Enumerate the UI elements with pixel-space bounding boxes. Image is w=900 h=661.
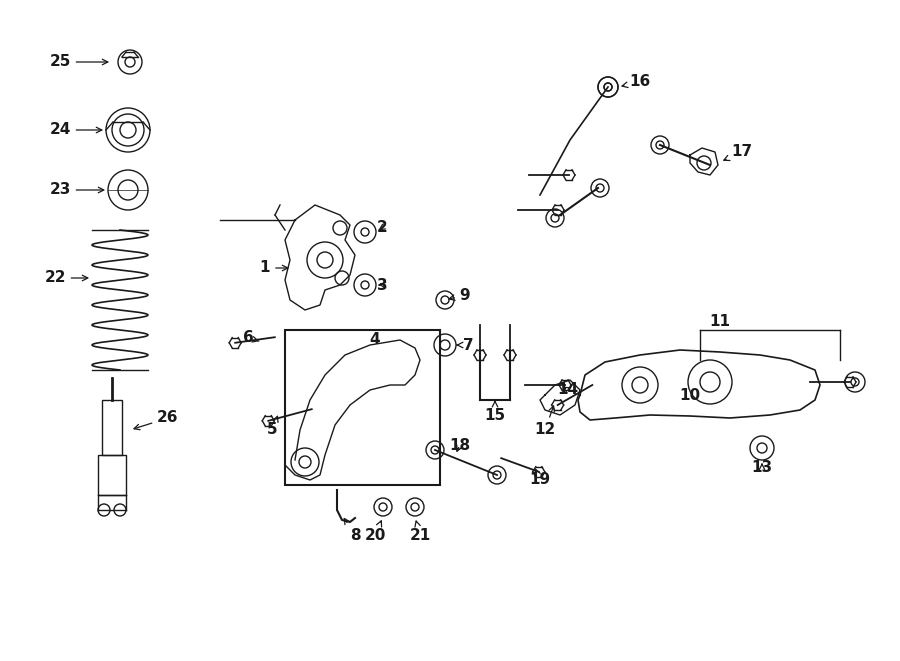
Text: 18: 18 bbox=[449, 438, 471, 453]
Text: 13: 13 bbox=[752, 461, 772, 475]
Text: 15: 15 bbox=[484, 401, 506, 422]
Text: 2: 2 bbox=[376, 221, 387, 235]
Text: 11: 11 bbox=[709, 315, 731, 329]
Bar bbox=[102, 400, 122, 455]
Bar bbox=[285, 330, 440, 485]
Text: 22: 22 bbox=[44, 270, 88, 286]
Text: 4: 4 bbox=[370, 332, 381, 348]
Text: 14: 14 bbox=[557, 383, 579, 397]
Text: 9: 9 bbox=[449, 288, 471, 303]
Text: 5: 5 bbox=[266, 416, 278, 438]
Text: 3: 3 bbox=[377, 278, 387, 293]
Bar bbox=[98, 455, 126, 495]
Text: 20: 20 bbox=[364, 521, 386, 543]
Text: 7: 7 bbox=[457, 338, 473, 352]
Text: 1: 1 bbox=[260, 260, 288, 276]
Text: 17: 17 bbox=[724, 145, 752, 161]
Text: 26: 26 bbox=[134, 410, 179, 430]
Text: 21: 21 bbox=[410, 521, 430, 543]
Text: 8: 8 bbox=[345, 518, 360, 543]
Text: 12: 12 bbox=[535, 406, 555, 438]
Text: 23: 23 bbox=[50, 182, 104, 198]
Text: 25: 25 bbox=[50, 54, 108, 69]
Text: 16: 16 bbox=[622, 75, 651, 89]
Text: 6: 6 bbox=[243, 330, 259, 346]
Text: 24: 24 bbox=[50, 122, 102, 137]
Text: 10: 10 bbox=[680, 387, 700, 403]
Text: 19: 19 bbox=[529, 469, 551, 488]
